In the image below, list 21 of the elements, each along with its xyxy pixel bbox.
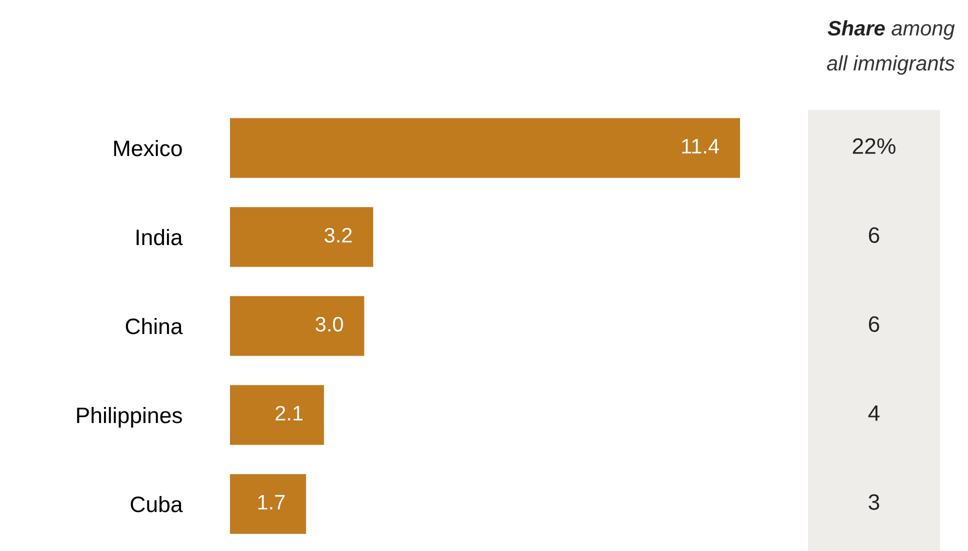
bar [230,474,306,534]
bar [230,385,324,445]
data-label: 4 [868,405,880,421]
y-tick-label: Mexico [114,140,182,156]
data-label: 3.0 [316,316,343,332]
y-tick-label: Philippines [77,406,182,428]
data-label: 11.4 [682,139,719,154]
data-label: 6 [868,227,880,243]
bar [230,118,740,178]
bar [230,296,364,356]
y-tick-label: India [136,228,183,246]
data-label: 22% [852,138,896,154]
text: Share among all immigrants [826,20,955,75]
y-tick-label: Cuba [130,496,183,512]
data-label: 3.2 [324,228,352,243]
data-label: 1.7 [258,495,285,510]
data-label: 6 [868,316,880,332]
data-label: 2.1 [276,406,303,420]
y-tick-label: China [126,318,183,334]
data-label: 3 [868,494,880,510]
bar [230,207,374,267]
